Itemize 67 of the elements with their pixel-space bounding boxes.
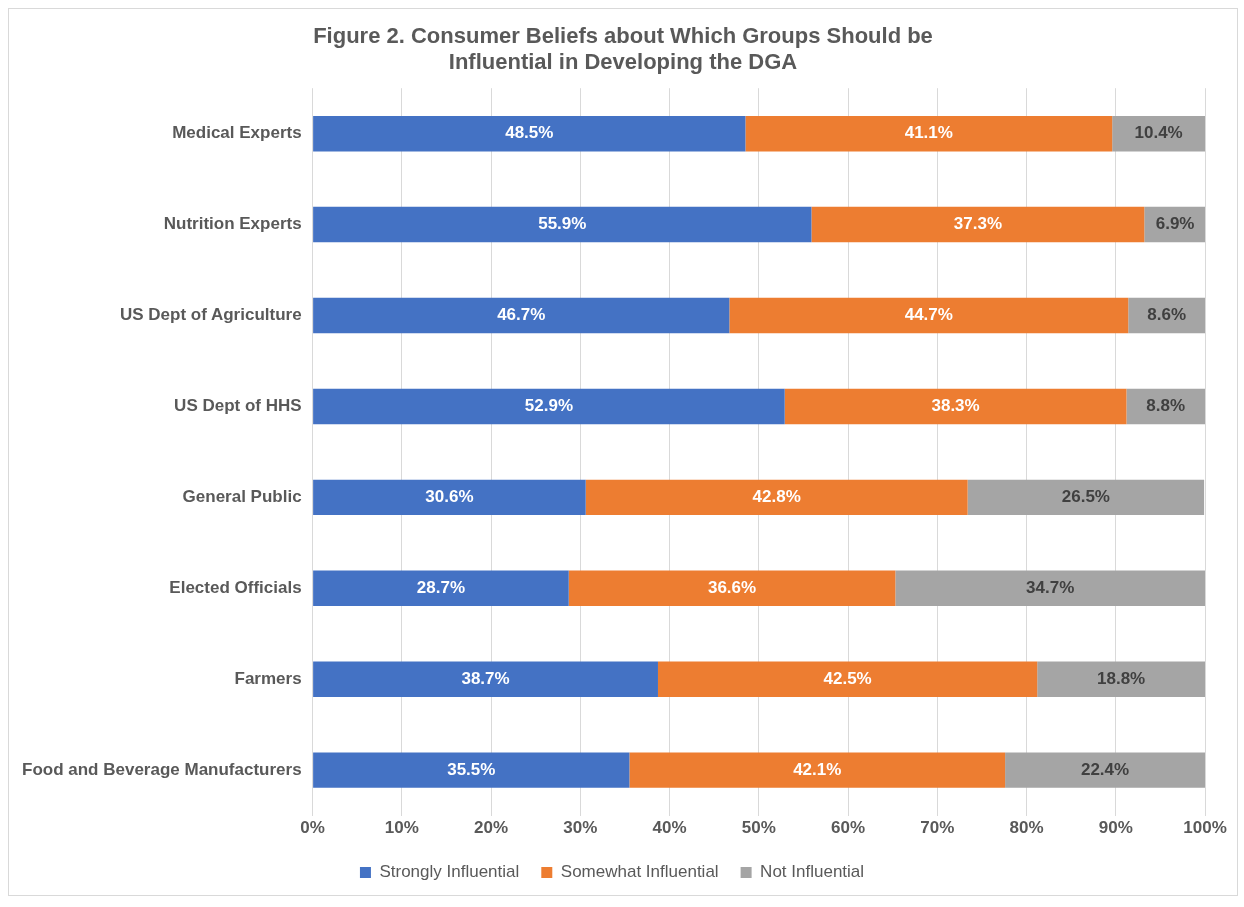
- data-label: 26.5%: [1061, 487, 1110, 507]
- x-tick-label: 80%: [1009, 818, 1044, 838]
- y-tick-label: US Dept of Agriculture: [119, 305, 302, 325]
- x-tick-label: 100%: [1183, 818, 1227, 838]
- data-label: 10.4%: [1134, 123, 1183, 143]
- x-tick-label: 40%: [652, 818, 687, 838]
- data-label: 34.7%: [1026, 577, 1075, 597]
- x-tick-label: 50%: [741, 818, 776, 838]
- data-label: 46.7%: [497, 305, 546, 325]
- bar: [629, 752, 1006, 788]
- data-label: 37.3%: [953, 214, 1002, 234]
- data-label: 41.1%: [904, 123, 953, 143]
- legend-label: Somewhat Influential: [560, 862, 719, 882]
- bar: [745, 115, 1113, 152]
- bar: [313, 297, 730, 334]
- y-tick-label: Elected Officials: [169, 577, 302, 597]
- bar: [313, 388, 785, 425]
- y-tick-label: US Dept of HHS: [174, 396, 302, 416]
- x-tick-label: 90%: [1098, 818, 1133, 838]
- bar: [313, 661, 658, 697]
- bar: [568, 570, 896, 607]
- data-label: 6.9%: [1155, 214, 1195, 234]
- bar: [784, 388, 1127, 425]
- y-tick-label: Nutrition Experts: [163, 214, 302, 234]
- data-label: 38.7%: [461, 668, 510, 688]
- bar: [657, 661, 1038, 697]
- x-tick-label: 10%: [384, 818, 419, 838]
- y-tick-label: General Public: [182, 487, 302, 507]
- bar: [1037, 661, 1205, 697]
- data-label: 35.5%: [447, 759, 496, 779]
- data-label: 8.6%: [1147, 305, 1186, 325]
- y-tick-label: Medical Experts: [172, 123, 302, 143]
- bar: [313, 752, 630, 788]
- bar: [895, 570, 1205, 607]
- x-tick-label: 60%: [831, 818, 866, 838]
- data-label: 30.6%: [425, 487, 474, 507]
- bar: [811, 206, 1145, 243]
- x-tick-label: 20%: [474, 818, 509, 838]
- bar: [313, 115, 746, 152]
- legend-label: Not Influential: [760, 862, 865, 882]
- x-tick-label: 30%: [563, 818, 598, 838]
- data-label: 42.1%: [793, 759, 842, 779]
- data-label: 48.5%: [505, 123, 554, 143]
- chart-title: Figure 2. Consumer Beliefs about Which Groups Should be Influential in Developing the DGA: [312, 23, 934, 75]
- bar: [967, 479, 1205, 516]
- x-tick-label: 70%: [920, 818, 955, 838]
- y-tick-label: Food and Beverage Manufacturers: [22, 759, 302, 779]
- x-tick-label: 0%: [300, 818, 325, 838]
- bar: [729, 297, 1129, 334]
- data-label: 8.8%: [1146, 396, 1186, 416]
- data-label: 42.8%: [752, 487, 801, 507]
- data-label: 22.4%: [1080, 759, 1130, 779]
- y-tick-label: Farmers: [234, 668, 302, 688]
- data-label: 18.8%: [1097, 668, 1146, 688]
- data-label: 28.7%: [416, 577, 466, 597]
- data-label: 42.5%: [823, 668, 872, 688]
- bar: [1005, 752, 1205, 788]
- data-label: 44.7%: [904, 305, 953, 325]
- data-label: 52.9%: [524, 396, 574, 416]
- bar: [313, 206, 812, 243]
- bar: [313, 479, 586, 516]
- bar: [313, 570, 569, 607]
- data-label: 36.6%: [707, 577, 757, 597]
- bar: [585, 479, 968, 516]
- data-label: 38.3%: [931, 396, 980, 416]
- data-label: 55.9%: [538, 214, 587, 234]
- legend-label: Strongly Influential: [379, 862, 520, 882]
